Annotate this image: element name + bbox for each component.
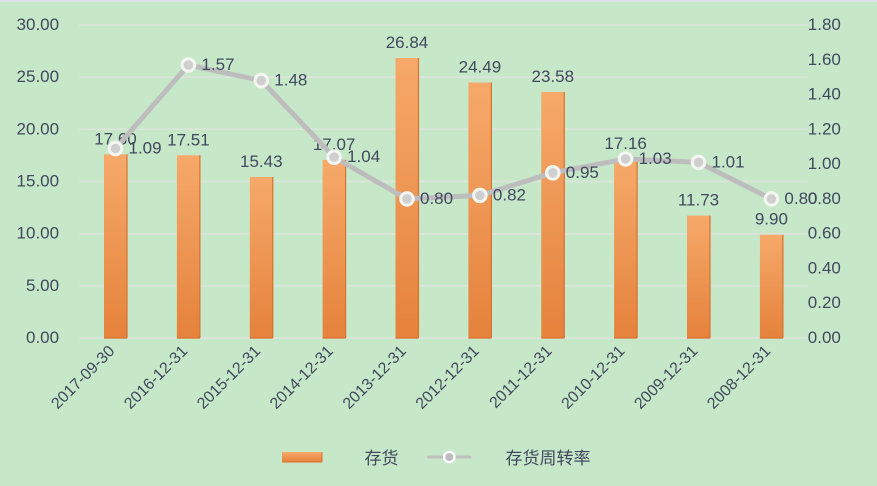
svg-text:11.73: 11.73 — [678, 191, 719, 210]
svg-text:0.80: 0.80 — [784, 189, 817, 208]
svg-text:25.00: 25.00 — [17, 67, 60, 86]
svg-text:1.03: 1.03 — [639, 149, 672, 168]
svg-text:1.40: 1.40 — [808, 85, 841, 104]
svg-text:0.60: 0.60 — [808, 224, 841, 243]
svg-text:9.90: 9.90 — [755, 210, 788, 229]
svg-text:1.01: 1.01 — [712, 152, 745, 171]
svg-text:15.43: 15.43 — [240, 152, 283, 171]
svg-text:0.95: 0.95 — [566, 163, 599, 182]
svg-text:1.57: 1.57 — [201, 55, 234, 74]
svg-text:5.00: 5.00 — [26, 276, 59, 295]
svg-text:1.60: 1.60 — [808, 50, 841, 69]
svg-text:0.20: 0.20 — [808, 293, 841, 312]
svg-text:17.51: 17.51 — [167, 130, 210, 149]
svg-text:20.00: 20.00 — [17, 119, 60, 138]
svg-text:0.00: 0.00 — [26, 328, 59, 347]
svg-text:存货: 存货 — [365, 449, 399, 468]
svg-text:存货周转率: 存货周转率 — [506, 449, 591, 468]
svg-text:1.09: 1.09 — [129, 139, 162, 158]
svg-text:1.48: 1.48 — [274, 71, 307, 90]
svg-text:23.58: 23.58 — [532, 67, 575, 86]
svg-text:1.20: 1.20 — [808, 119, 841, 138]
svg-text:26.84: 26.84 — [386, 33, 429, 52]
svg-text:0.82: 0.82 — [493, 185, 526, 204]
svg-text:30.00: 30.00 — [17, 15, 60, 34]
svg-text:0.80: 0.80 — [420, 189, 453, 208]
svg-text:1.00: 1.00 — [808, 154, 841, 173]
svg-text:1.04: 1.04 — [347, 147, 380, 166]
svg-text:0.40: 0.40 — [808, 258, 841, 277]
svg-text:15.00: 15.00 — [17, 172, 60, 191]
svg-text:1.80: 1.80 — [808, 15, 841, 34]
svg-text:10.00: 10.00 — [17, 224, 60, 243]
svg-text:0.00: 0.00 — [808, 328, 841, 347]
svg-text:24.49: 24.49 — [459, 58, 502, 77]
